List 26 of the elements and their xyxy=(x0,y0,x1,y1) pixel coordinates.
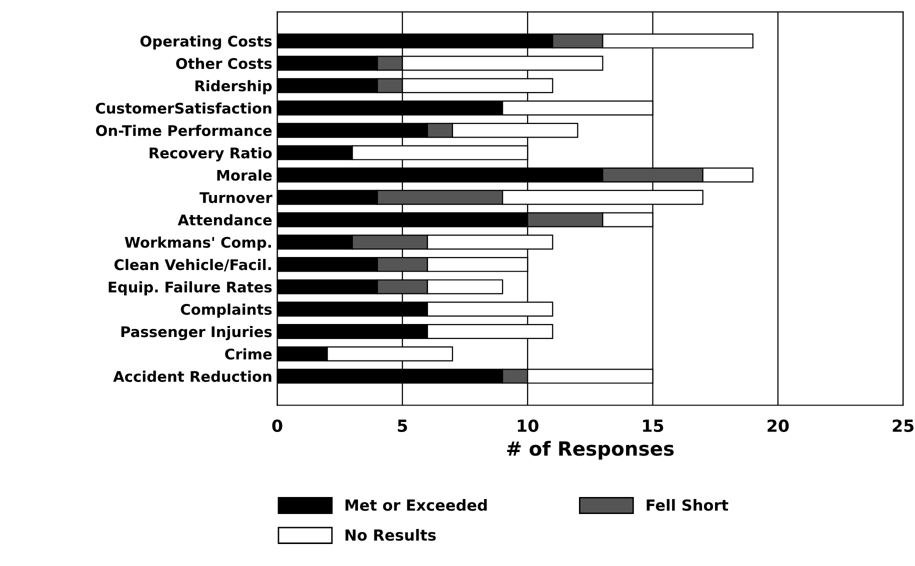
y-tick-label: Ridership xyxy=(195,80,272,94)
y-tick-label: Crime xyxy=(225,348,272,360)
y-tick-label: Morale xyxy=(217,170,272,181)
x-axis-title: # of Responses xyxy=(507,440,674,460)
y-tick-label: Workmans' Comp. xyxy=(124,236,271,251)
y-tick-label: CustomerSatisfaction xyxy=(96,102,272,114)
y-tick-label: Turnover xyxy=(200,192,272,204)
y-tick-label: Complaints xyxy=(180,304,272,318)
x-tick-label: 15 xyxy=(643,420,664,432)
y-tick-label: On-Time Performance xyxy=(96,124,272,136)
x-tick-label: 10 xyxy=(518,419,538,432)
y-tick-label: Accident Reduction xyxy=(113,370,272,382)
y-tick-label: Recovery Ratio xyxy=(150,147,272,162)
y-tick-label: Passenger Injuries xyxy=(121,326,272,340)
legend-label: Fell Short xyxy=(646,499,728,511)
x-tick-label: 25 xyxy=(892,419,914,432)
y-tick-label: Operating Costs xyxy=(140,35,272,50)
x-tick-label: 0 xyxy=(272,419,282,432)
y-tick-label: Equip. Failure Rates xyxy=(108,281,272,296)
legend-label: Met or Exceeded xyxy=(346,499,487,511)
y-tick-label: Other Costs xyxy=(176,58,272,70)
x-tick-label: 20 xyxy=(768,419,789,432)
legend-label: No Results xyxy=(346,528,436,541)
y-tick-label: Clean Vehicle/Facil. xyxy=(114,258,271,272)
y-tick-label: Attendance xyxy=(178,214,272,226)
x-tick-label: 5 xyxy=(398,420,408,432)
